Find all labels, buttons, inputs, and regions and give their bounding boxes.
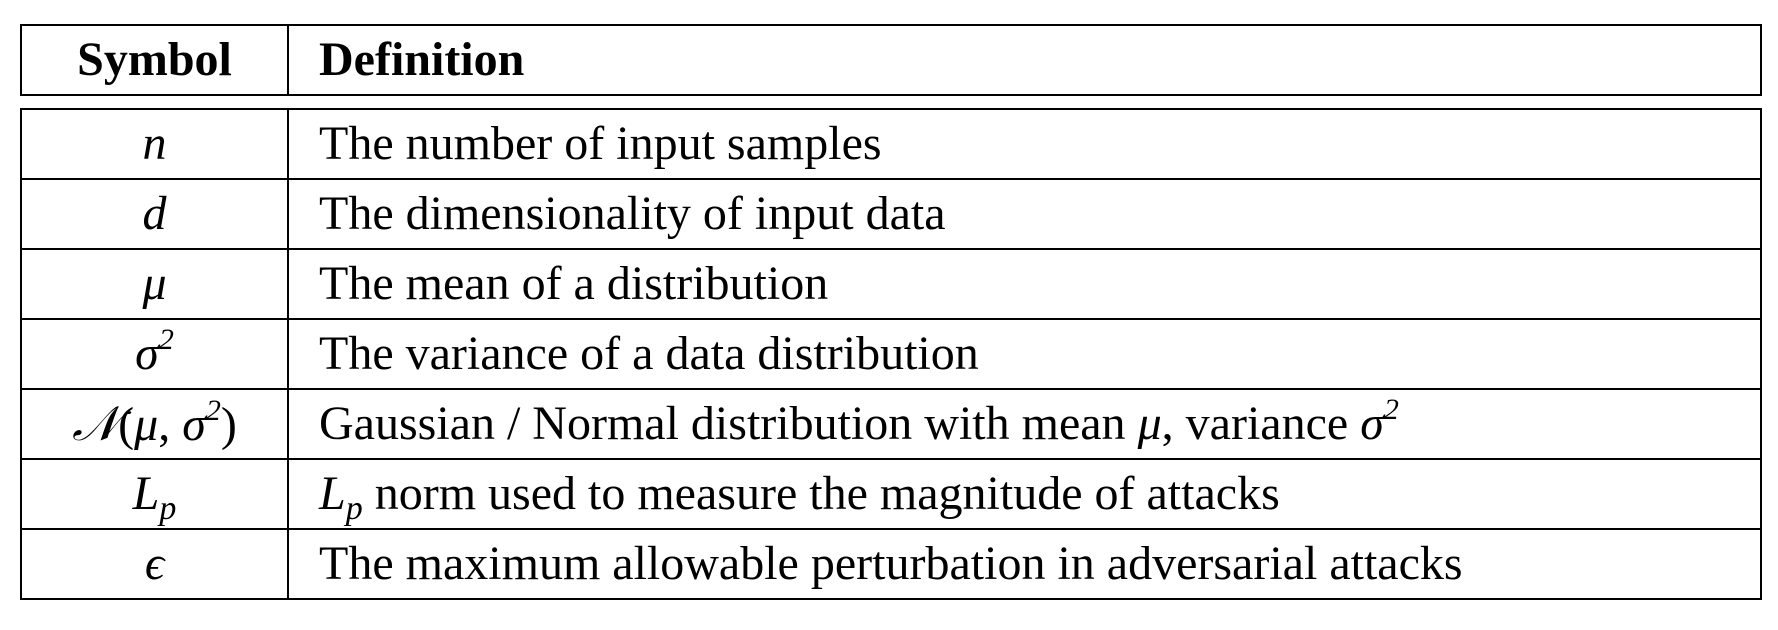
symbol-subscript: p (159, 490, 177, 527)
symbol-base: L (132, 467, 160, 520)
notation-table-wrapper: Symbol Definition n The number of input … (20, 24, 1762, 600)
symbol-close-paren: ) (220, 397, 237, 451)
definition-cell: Lp norm used to measure the magnitude of… (287, 458, 1762, 530)
header-definition: Definition (287, 24, 1762, 96)
definition-superscript: 2 (1383, 393, 1399, 426)
definition-cell: The maximum allowable perturbation in ad… (287, 528, 1762, 600)
definition-part: Gaussian / Normal distribution with mean (319, 397, 1138, 450)
symbol-open-paren: ( (118, 397, 135, 451)
table-row: d The dimensionality of input data (20, 178, 1762, 250)
symbol-base: σ (135, 327, 159, 380)
table-row: σ2 The variance of a data distribution (20, 318, 1762, 390)
definition-cell: Gaussian / Normal distribution with mean… (287, 388, 1762, 460)
table-row: Lp Lp norm used to measure the magnitude… (20, 458, 1762, 530)
symbol-cell: ϵ (20, 528, 289, 600)
definition-part: , variance (1161, 397, 1361, 450)
notation-table-body: n The number of input samples d The dime… (20, 108, 1762, 600)
table-row: n The number of input samples (20, 108, 1762, 180)
definition-sigma: σ (1360, 397, 1384, 450)
definition-subscript: p (345, 490, 363, 527)
symbol-cell: n (20, 108, 289, 180)
definition-cell: The mean of a distribution (287, 248, 1762, 320)
symbol-superscript: 2 (205, 393, 221, 427)
definition-cell: The variance of a data distribution (287, 318, 1762, 390)
definition-symbol-base: L (319, 467, 346, 520)
definition-mu: μ (1137, 397, 1162, 450)
symbol-calligraphic: 𝒩 (72, 395, 119, 452)
symbol-comma: , (158, 397, 183, 451)
table-header-row: Symbol Definition (20, 24, 1762, 96)
symbol-superscript: 2 (158, 323, 174, 356)
table-row: ϵ The maximum allowable perturbation in … (20, 528, 1762, 600)
symbol-cell: d (20, 178, 289, 250)
definition-part: norm used to measure the magnitude of at… (362, 467, 1280, 520)
table-row: 𝒩(μ, σ2) Gaussian / Normal distribution … (20, 388, 1762, 460)
symbol-cell: 𝒩(μ, σ2) (20, 388, 289, 460)
symbol-cell: μ (20, 248, 289, 320)
notation-table: Symbol Definition (20, 24, 1762, 96)
definition-cell: The number of input samples (287, 108, 1762, 180)
header-symbol: Symbol (20, 24, 289, 96)
table-row: μ The mean of a distribution (20, 248, 1762, 320)
symbol-mu: μ (134, 397, 159, 451)
definition-cell: The dimensionality of input data (287, 178, 1762, 250)
header-gap (20, 96, 1760, 108)
symbol-cell: Lp (20, 458, 289, 530)
symbol-sigma: σ (182, 397, 206, 451)
symbol-cell: σ2 (20, 318, 289, 390)
